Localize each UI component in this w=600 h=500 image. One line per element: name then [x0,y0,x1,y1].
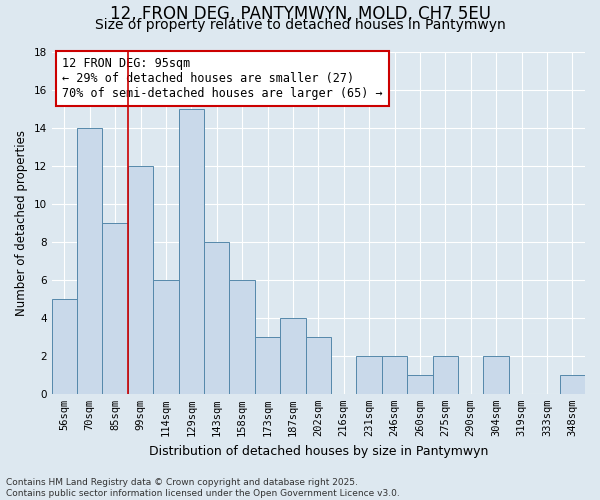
Bar [52,298,77,394]
X-axis label: Distribution of detached houses by size in Pantymwyn: Distribution of detached houses by size … [149,444,488,458]
Text: 12, FRON DEG, PANTYMWYN, MOLD, CH7 5EU: 12, FRON DEG, PANTYMWYN, MOLD, CH7 5EU [110,5,491,23]
Bar [255,337,280,394]
Bar [484,356,509,394]
Bar [560,375,585,394]
Text: Size of property relative to detached houses in Pantymwyn: Size of property relative to detached ho… [95,18,505,32]
Bar [103,222,128,394]
Bar [356,356,382,394]
Bar [179,108,204,394]
Bar [229,280,255,394]
Bar [77,128,103,394]
Bar [382,356,407,394]
Bar [280,318,305,394]
Text: Contains HM Land Registry data © Crown copyright and database right 2025.
Contai: Contains HM Land Registry data © Crown c… [6,478,400,498]
Text: 12 FRON DEG: 95sqm
← 29% of detached houses are smaller (27)
70% of semi-detache: 12 FRON DEG: 95sqm ← 29% of detached hou… [62,56,383,100]
Bar [407,375,433,394]
Bar [305,337,331,394]
Bar [153,280,179,394]
Y-axis label: Number of detached properties: Number of detached properties [15,130,28,316]
Bar [128,166,153,394]
Bar [204,242,229,394]
Bar [433,356,458,394]
